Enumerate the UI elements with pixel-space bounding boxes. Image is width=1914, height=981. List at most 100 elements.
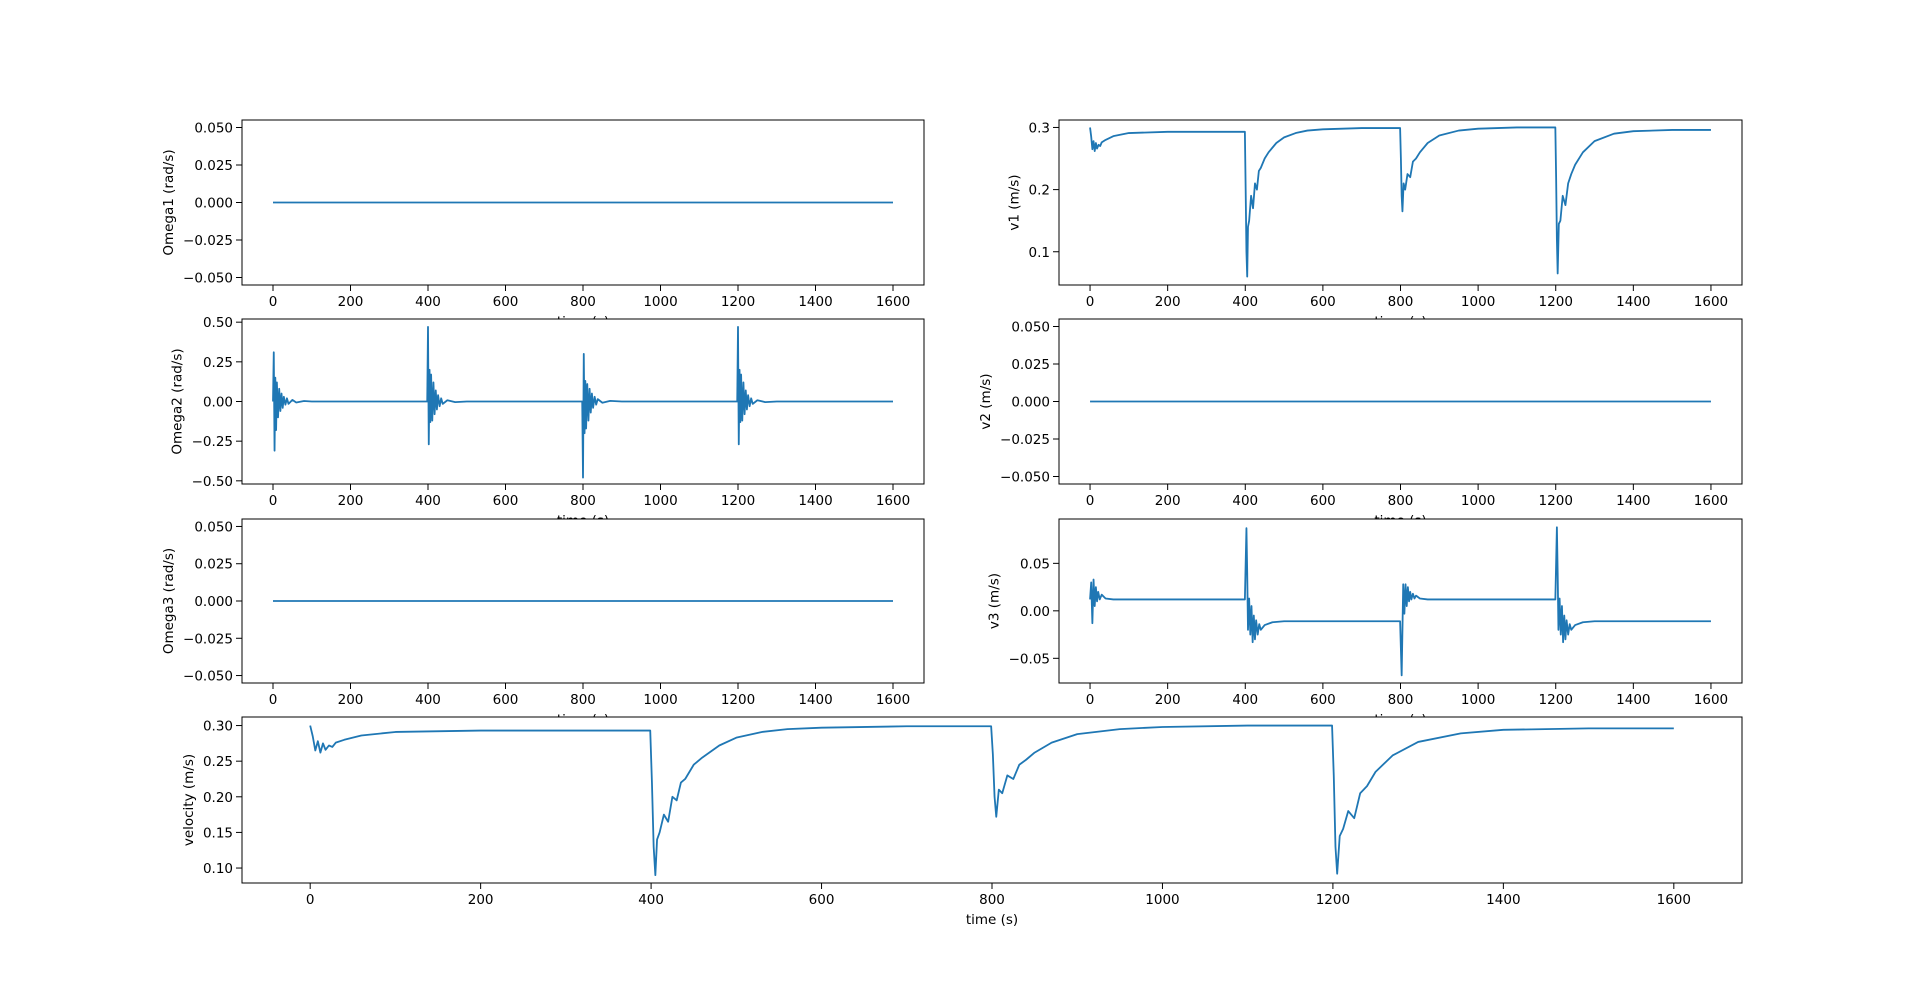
x-tick-label: 1200 — [1539, 692, 1573, 708]
data-line — [309, 724, 1674, 877]
subplot: 0 200 400 600 800 1000 1200 1400 1600 0.10 0.15 0.2… — [181, 716, 1743, 928]
y-tick-label: −0.050 — [183, 669, 233, 685]
y-tick-label: 0.00 — [203, 395, 233, 411]
y-tick-label: 0.15 — [203, 825, 233, 841]
x-tick-label: 0 — [1086, 493, 1095, 509]
x-tick-label: 400 — [638, 892, 664, 908]
y-tick-label: 0.00 — [1020, 604, 1050, 620]
y-tick-label: 0.30 — [203, 719, 233, 735]
x-tick-label: 1400 — [798, 493, 832, 509]
x-tick-label: 1400 — [798, 692, 832, 708]
x-tick-label: 200 — [1155, 294, 1181, 310]
x-tick-label: 1000 — [1145, 892, 1179, 908]
y-tick-label: 0.000 — [194, 594, 233, 610]
y-tick-label: 0.3 — [1029, 120, 1050, 136]
y-tick-label: −0.025 — [183, 631, 233, 647]
x-tick-label: 1400 — [1616, 692, 1650, 708]
y-tick-label: −0.050 — [183, 271, 233, 287]
y-tick-label: 0.025 — [194, 158, 233, 174]
y-tick-label: 0.25 — [203, 355, 233, 371]
x-tick-label: 1400 — [1616, 493, 1650, 509]
subplot: 0 200 400 600 800 1000 1200 1400 1600 0.1 0.2 0.3 v1… — [1007, 119, 1743, 330]
x-tick-label: 600 — [493, 493, 519, 509]
y-tick-label: 0.10 — [203, 861, 233, 877]
x-tick-label: 400 — [1232, 692, 1258, 708]
y-axis-label: Omega1 (rad/s) — [161, 149, 177, 255]
x-axis-label: time (s) — [966, 912, 1018, 928]
y-axis-label: v1 (m/s) — [1007, 174, 1023, 230]
y-tick-label: −0.025 — [183, 233, 233, 249]
y-tick-label: 0.000 — [194, 196, 233, 212]
x-tick-label: 800 — [1388, 692, 1414, 708]
x-tick-label: 1200 — [721, 493, 755, 509]
subplot: 0 200 400 600 800 1000 1200 1400 1600 −0.050 −0.02… — [978, 318, 1743, 529]
y-tick-label: −0.025 — [1000, 432, 1050, 448]
x-tick-label: 1400 — [1486, 892, 1520, 908]
x-tick-label: 200 — [338, 692, 364, 708]
x-tick-label: 800 — [1388, 493, 1414, 509]
y-axis-label: velocity (m/s) — [181, 754, 197, 846]
x-tick-label: 1000 — [1461, 493, 1495, 509]
subplot: 0 200 400 600 800 1000 1200 1400 1600 −0.05 0.00 0.… — [987, 518, 1743, 728]
y-tick-label: 0.05 — [1020, 556, 1050, 572]
y-axis-label: Omega3 (rad/s) — [161, 548, 177, 654]
subplot: 0 200 400 600 800 1000 1200 1400 1600 −0.050 −0.02… — [161, 518, 925, 728]
y-tick-label: −0.25 — [192, 434, 233, 450]
y-tick-label: 0.025 — [1011, 357, 1050, 373]
x-tick-label: 1000 — [1461, 692, 1495, 708]
x-tick-label: 0 — [1086, 294, 1095, 310]
x-tick-label: 1200 — [1316, 892, 1350, 908]
x-tick-label: 1600 — [1657, 892, 1691, 908]
x-tick-label: 0 — [306, 892, 315, 908]
x-tick-label: 1600 — [876, 294, 910, 310]
x-tick-label: 1000 — [643, 493, 677, 509]
y-tick-label: 0.050 — [1011, 320, 1050, 336]
x-tick-label: 600 — [809, 892, 835, 908]
x-tick-label: 800 — [570, 493, 596, 509]
y-tick-label: −0.05 — [1009, 651, 1050, 667]
x-tick-label: 600 — [1310, 493, 1336, 509]
x-tick-label: 600 — [1310, 294, 1336, 310]
y-tick-label: 0.050 — [194, 519, 233, 535]
x-tick-label: 1200 — [721, 692, 755, 708]
x-tick-label: 200 — [338, 493, 364, 509]
x-tick-label: 600 — [1310, 692, 1336, 708]
x-tick-label: 0 — [269, 294, 278, 310]
x-tick-label: 1600 — [1694, 692, 1728, 708]
x-tick-label: 0 — [269, 692, 278, 708]
y-axis-label: v2 (m/s) — [978, 373, 994, 429]
x-tick-label: 400 — [415, 493, 441, 509]
y-tick-label: −0.050 — [1000, 470, 1050, 486]
y-tick-label: 0.25 — [203, 754, 233, 770]
x-tick-label: 1600 — [1694, 294, 1728, 310]
x-tick-label: 0 — [1086, 692, 1095, 708]
x-tick-label: 400 — [1232, 493, 1258, 509]
x-tick-label: 800 — [570, 294, 596, 310]
x-tick-label: 200 — [468, 892, 494, 908]
x-tick-label: 800 — [1388, 294, 1414, 310]
y-tick-label: 0.025 — [194, 557, 233, 573]
x-tick-label: 600 — [493, 294, 519, 310]
x-tick-label: 1600 — [876, 493, 910, 509]
y-tick-label: 0.1 — [1029, 245, 1050, 261]
x-tick-label: 1000 — [643, 692, 677, 708]
x-tick-label: 200 — [338, 294, 364, 310]
x-tick-label: 600 — [493, 692, 519, 708]
y-tick-label: 0.000 — [1011, 395, 1050, 411]
x-tick-label: 800 — [979, 892, 1005, 908]
subplot: 0 200 400 600 800 1000 1200 1400 1600 −0.50 −0.25 0… — [170, 315, 925, 529]
x-tick-label: 1600 — [1694, 493, 1728, 509]
data-line — [1089, 126, 1711, 278]
y-tick-label: −0.50 — [192, 474, 233, 490]
y-axis-label: Omega2 (rad/s) — [170, 348, 186, 454]
data-line — [1089, 526, 1711, 677]
y-axis-label: v3 (m/s) — [987, 573, 1003, 629]
x-tick-label: 1400 — [1616, 294, 1650, 310]
x-tick-label: 1200 — [1539, 294, 1573, 310]
x-tick-label: 1000 — [643, 294, 677, 310]
x-tick-label: 1000 — [1461, 294, 1495, 310]
y-tick-label: 0.050 — [194, 121, 233, 137]
x-tick-label: 1600 — [876, 692, 910, 708]
x-tick-label: 800 — [570, 692, 596, 708]
